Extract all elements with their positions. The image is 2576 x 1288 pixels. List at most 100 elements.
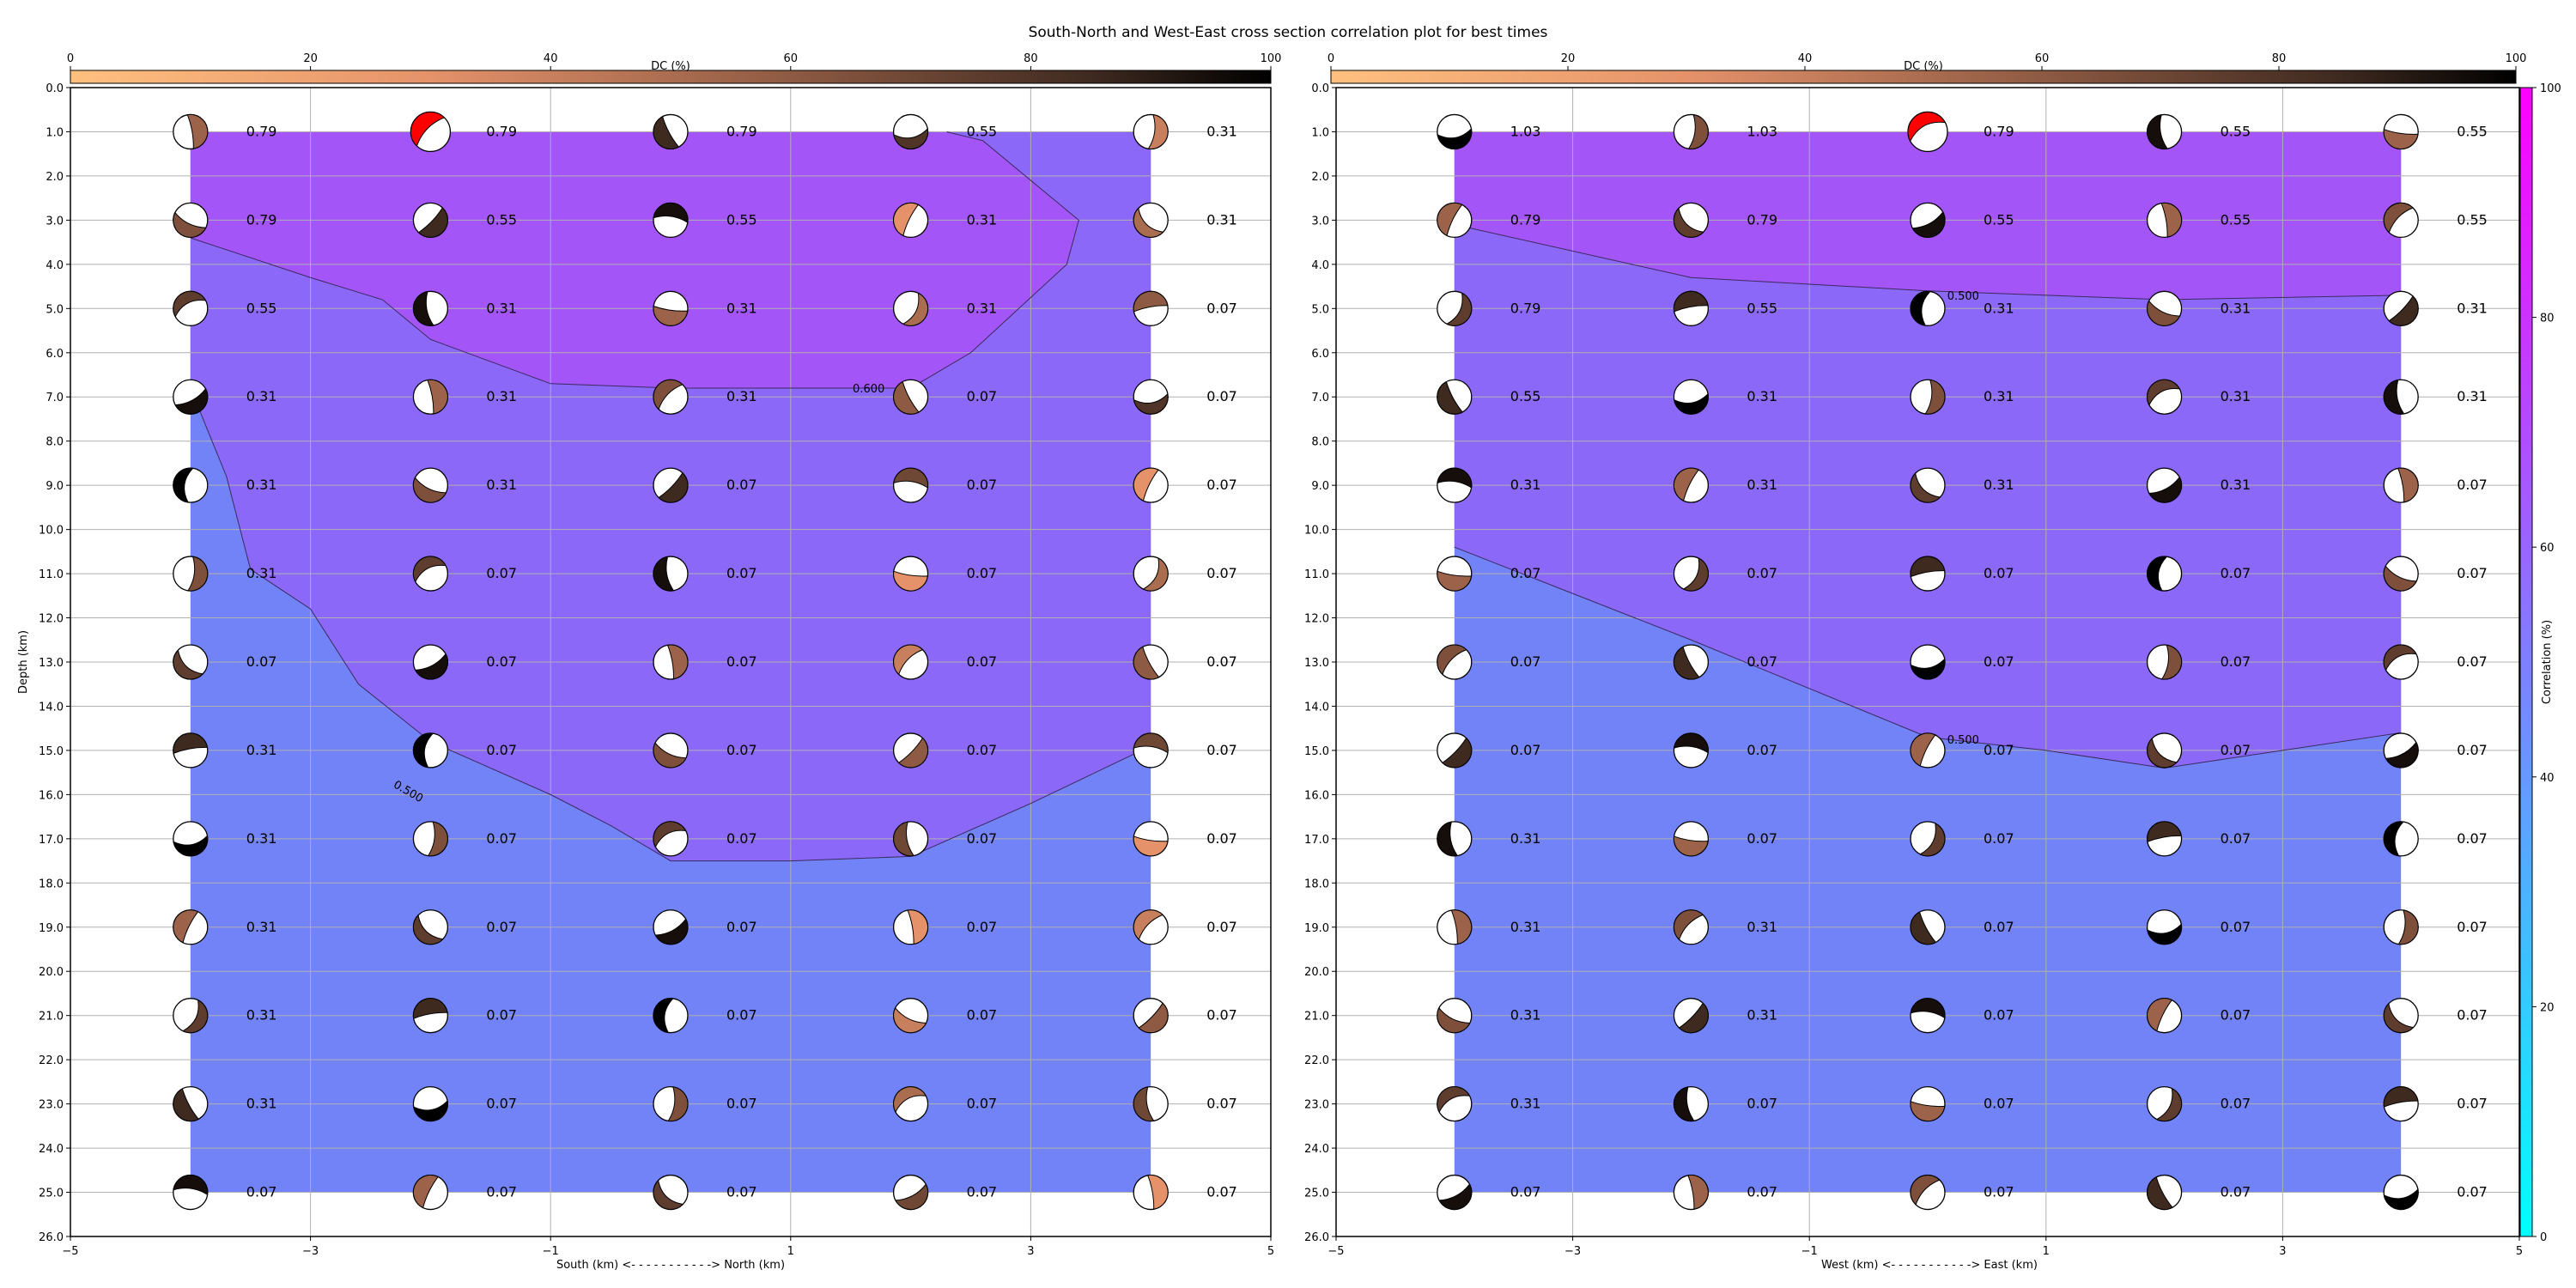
- beachball-compression: [1910, 472, 1941, 503]
- beachball-compression: [1910, 911, 1937, 945]
- beachball: [1437, 379, 1473, 415]
- contour-label: 0.600: [853, 383, 884, 396]
- correlation-value: 0.07: [2221, 1007, 2251, 1024]
- correlation-value: 0.07: [967, 830, 998, 847]
- beachball: [1437, 821, 1473, 857]
- x-tick-label: 3: [1027, 1245, 1034, 1258]
- beachball: [2146, 732, 2183, 769]
- correlation-value: 0.07: [1510, 1184, 1541, 1200]
- beachball-compression: [173, 467, 194, 503]
- beachball-compression: [1674, 392, 1709, 415]
- beachball-compression: [181, 999, 209, 1034]
- correlation-value: 0.31: [486, 477, 517, 493]
- correlation-value: 0.07: [486, 830, 517, 847]
- beachball: [1673, 732, 1710, 769]
- beachball-compression: [2155, 1087, 2183, 1122]
- beachball: [1133, 1174, 1169, 1211]
- beachball: [1133, 379, 1169, 415]
- beachball: [2383, 379, 2419, 415]
- beachball-compression: [653, 379, 683, 410]
- beachball-compression: [2147, 821, 2182, 843]
- beachball-compression: [1133, 290, 1169, 313]
- beachball: [173, 998, 209, 1034]
- correlation-value: 0.07: [726, 565, 757, 581]
- correlation-value: 0.07: [486, 1096, 517, 1112]
- y-tick-label: 9.0: [1311, 480, 1329, 493]
- beachball-compression: [893, 570, 928, 592]
- beachball: [2383, 113, 2419, 150]
- correlation-value: 0.07: [726, 1096, 757, 1112]
- y-tick-label: 17.0: [39, 834, 64, 847]
- y-tick-label: 9.0: [46, 480, 64, 493]
- beachball: [173, 909, 209, 945]
- beachball: [1133, 821, 1169, 857]
- beachball-compression: [173, 1175, 209, 1196]
- correlation-value: 0.79: [246, 211, 277, 228]
- beachball: [892, 821, 929, 857]
- y-tick-label: 17.0: [1304, 834, 1329, 847]
- beachball: [1133, 290, 1169, 326]
- beachball-compression: [413, 1175, 439, 1209]
- correlation-value: 0.07: [1747, 1184, 1777, 1200]
- correlation-value: 0.07: [1206, 1184, 1237, 1200]
- beachball: [2146, 467, 2183, 503]
- beachball-compression: [1133, 732, 1169, 754]
- beachball: [1133, 998, 1169, 1034]
- beachball: [2146, 556, 2183, 592]
- correlation-value: 0.07: [967, 1096, 998, 1112]
- beachball-compression: [2147, 556, 2168, 592]
- y-tick-label: 10.0: [1304, 525, 1329, 538]
- beachball: [653, 1174, 689, 1211]
- beachball: [2146, 113, 2183, 150]
- beachball-compression: [893, 821, 914, 857]
- correlation-value: 0.31: [1747, 1007, 1777, 1024]
- correlation-value: 0.07: [1206, 300, 1237, 316]
- correlation-value: 0.07: [1984, 565, 2014, 581]
- correlation-value: 0.07: [2457, 653, 2488, 670]
- beachball: [173, 821, 209, 857]
- y-tick-label: 22.0: [39, 1054, 64, 1067]
- beachball-compression: [1437, 202, 1463, 237]
- beachball-compression: [2383, 1002, 2415, 1034]
- beachball-compression: [2383, 1086, 2419, 1108]
- beachball: [412, 379, 449, 415]
- correlation-value: 0.79: [246, 123, 277, 139]
- beachball: [2383, 821, 2419, 857]
- beachball: [1437, 290, 1473, 326]
- beachball: [1673, 644, 1710, 680]
- beachball: [1910, 821, 1946, 857]
- y-tick-label: 2.0: [1311, 171, 1329, 184]
- beachball-compression: [413, 914, 444, 945]
- beachball-compression: [2383, 129, 2419, 149]
- beachball: [1133, 113, 1169, 150]
- beachball: [653, 379, 689, 415]
- beachball: [2146, 1174, 2183, 1211]
- y-tick-label: 12.0: [39, 613, 64, 626]
- correlation-value: 0.31: [246, 477, 277, 493]
- correlation-value: 0.31: [246, 1007, 277, 1024]
- beachball-compression: [1910, 556, 1946, 578]
- y-tick-label: 5.0: [46, 303, 64, 316]
- correlation-value: 0.07: [967, 653, 998, 670]
- correlation-value: 0.31: [967, 211, 998, 228]
- dc-tick-label: 100: [2506, 52, 2527, 65]
- correlation-value: 0.07: [1206, 919, 1237, 935]
- beachball-compression: [1437, 644, 1467, 676]
- beachball: [2146, 290, 2183, 326]
- correlation-value: 0.07: [967, 565, 998, 581]
- y-tick-label: 14.0: [1304, 701, 1329, 714]
- y-tick-label: 24.0: [1304, 1143, 1329, 1156]
- y-tick-label: 26.0: [1304, 1231, 1329, 1244]
- correlation-value: 0.07: [967, 742, 998, 758]
- y-tick-label: 25.0: [1304, 1188, 1329, 1200]
- beachball: [2146, 821, 2183, 857]
- beachball: [2383, 556, 2419, 592]
- beachball-compression: [1133, 207, 1164, 238]
- beachball: [1910, 732, 1946, 769]
- beachball-compression: [1133, 909, 1163, 941]
- beachball-compression: [1674, 1086, 1695, 1122]
- y-tick-label: 5.0: [1311, 303, 1329, 316]
- correlation-value: 0.07: [1747, 1096, 1777, 1112]
- beachball-compression: [653, 556, 675, 592]
- correlation-value: 0.31: [2457, 388, 2488, 404]
